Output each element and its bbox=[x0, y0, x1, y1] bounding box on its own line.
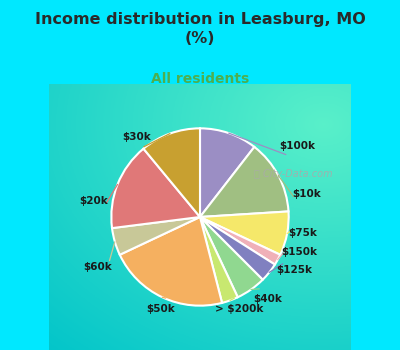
Text: $50k: $50k bbox=[147, 304, 175, 314]
Wedge shape bbox=[200, 147, 288, 217]
Wedge shape bbox=[200, 217, 263, 297]
Wedge shape bbox=[120, 217, 222, 306]
Wedge shape bbox=[200, 128, 254, 217]
Text: $100k: $100k bbox=[280, 141, 316, 151]
Text: $10k: $10k bbox=[292, 189, 321, 199]
Text: $40k: $40k bbox=[253, 294, 282, 303]
Wedge shape bbox=[200, 217, 238, 303]
Wedge shape bbox=[200, 217, 275, 280]
Wedge shape bbox=[111, 149, 200, 228]
Text: $20k: $20k bbox=[79, 196, 108, 206]
Text: $30k: $30k bbox=[122, 132, 150, 142]
Text: All residents: All residents bbox=[151, 72, 249, 86]
Text: Income distribution in Leasburg, MO
(%): Income distribution in Leasburg, MO (%) bbox=[35, 12, 365, 46]
Wedge shape bbox=[144, 128, 200, 217]
Text: $60k: $60k bbox=[83, 262, 112, 272]
Wedge shape bbox=[112, 217, 200, 255]
Text: ⓘ City-Data.com: ⓘ City-Data.com bbox=[254, 169, 333, 179]
Text: $75k: $75k bbox=[288, 228, 317, 238]
Wedge shape bbox=[200, 217, 280, 265]
Text: > $200k: > $200k bbox=[215, 304, 263, 314]
Text: $125k: $125k bbox=[276, 265, 312, 275]
Text: $150k: $150k bbox=[281, 247, 317, 258]
Wedge shape bbox=[200, 211, 289, 255]
